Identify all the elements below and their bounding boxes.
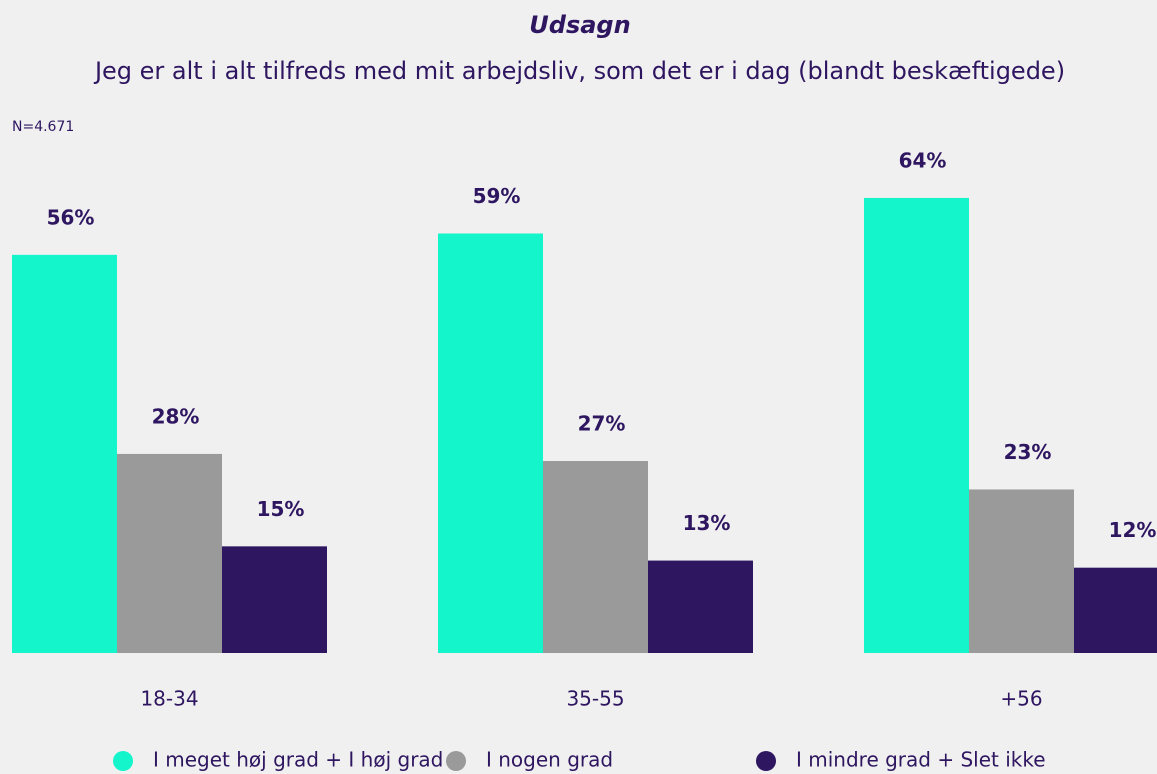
legend-marker	[756, 751, 776, 771]
bar	[648, 560, 753, 653]
bar	[12, 254, 117, 653]
data-label: 28%	[152, 404, 200, 428]
data-label: 13%	[683, 511, 731, 535]
legend-label: I meget høj grad + I høj grad	[153, 748, 443, 772]
chart-subtitle: Jeg er alt i alt tilfreds med mit arbejd…	[93, 57, 1065, 85]
x-tick-label: +56	[1000, 687, 1042, 711]
legend-marker	[446, 751, 466, 771]
bar	[117, 453, 222, 653]
data-label: 12%	[1109, 518, 1157, 542]
data-label: 23%	[1004, 440, 1052, 464]
data-label: 56%	[47, 205, 95, 229]
bar	[222, 546, 327, 653]
legend-label: I mindre grad + Slet ikke	[796, 748, 1046, 772]
bar	[1074, 567, 1157, 653]
data-label: 27%	[578, 412, 626, 436]
bar	[438, 233, 543, 653]
bar	[543, 461, 648, 653]
data-label: 15%	[257, 497, 305, 521]
legend-label: I nogen grad	[486, 748, 613, 772]
bar	[969, 489, 1074, 653]
x-tick-label: 35-55	[566, 687, 624, 711]
x-tick-label: 18-34	[140, 687, 198, 711]
data-label: 64%	[899, 148, 947, 172]
bar	[864, 197, 969, 653]
legend-marker	[113, 751, 133, 771]
sample-size: N=4.671	[12, 119, 74, 135]
chart-title: Udsagn	[529, 11, 630, 39]
data-label: 59%	[473, 184, 521, 208]
